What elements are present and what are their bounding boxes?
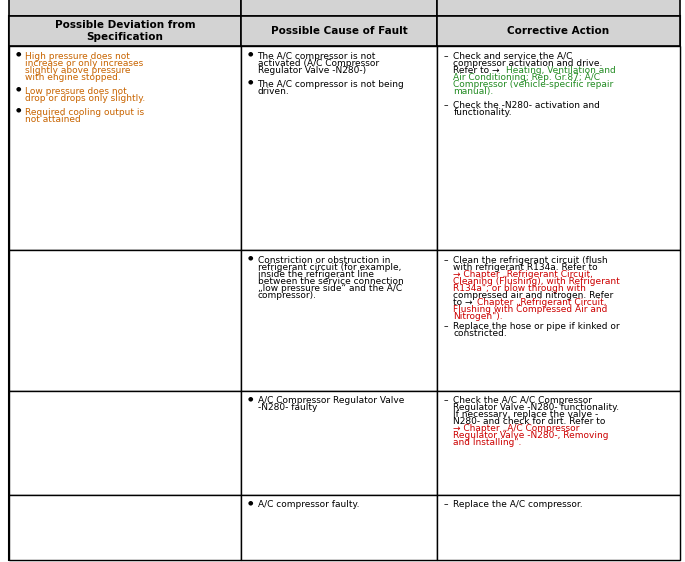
Text: Replace the A/C compressor.: Replace the A/C compressor.: [453, 500, 583, 509]
Text: Nitrogen").: Nitrogen").: [453, 312, 503, 321]
Text: → Chapter „Refrigerant Circuit,: → Chapter „Refrigerant Circuit,: [453, 270, 593, 279]
Text: Compressor (vehicle-specific repair: Compressor (vehicle-specific repair: [453, 80, 614, 89]
Text: manual).: manual).: [453, 87, 494, 96]
Text: –: –: [444, 52, 449, 61]
Text: slightly above pressure: slightly above pressure: [25, 66, 131, 75]
Bar: [437, 495, 680, 560]
Text: ●: ●: [248, 500, 253, 505]
Bar: [437, 391, 680, 495]
Text: Check the A/C A/C Compressor: Check the A/C A/C Compressor: [453, 396, 593, 405]
Text: increase or only increases: increase or only increases: [25, 59, 144, 68]
Bar: [241, 391, 437, 495]
Text: inside the refrigerant line: inside the refrigerant line: [258, 270, 373, 279]
Text: compressor).: compressor).: [258, 291, 316, 300]
Bar: [437, 16, 680, 46]
Text: Regulator Valve -N280-, Removing: Regulator Valve -N280-, Removing: [453, 432, 609, 441]
Text: Cleaning (Flushing), with Refrigerant: Cleaning (Flushing), with Refrigerant: [453, 277, 620, 286]
Bar: [241, 250, 437, 391]
Bar: [9, 250, 241, 391]
Text: Regulator Valve -N280-): Regulator Valve -N280-): [258, 66, 366, 75]
Text: activated (A/C Compressor: activated (A/C Compressor: [258, 59, 379, 68]
Text: Flushing with Compressed Air and: Flushing with Compressed Air and: [453, 305, 608, 314]
Text: between the service connection: between the service connection: [258, 277, 403, 286]
Bar: [241, 0, 437, 16]
Bar: [9, 391, 241, 495]
Text: –: –: [444, 323, 449, 332]
Text: „low pressure side“ and the A/C: „low pressure side“ and the A/C: [258, 284, 401, 293]
Text: ●: ●: [248, 396, 253, 401]
Text: ●: ●: [248, 52, 253, 57]
Text: Heating, Ventilation and: Heating, Ventilation and: [506, 66, 615, 75]
Text: –: –: [444, 500, 449, 509]
Text: with refrigerant R134a. Refer to: with refrigerant R134a. Refer to: [453, 262, 598, 272]
Text: drop or drops only slightly.: drop or drops only slightly.: [25, 94, 146, 103]
Bar: [9, 0, 241, 16]
Text: Check the -N280- activation and: Check the -N280- activation and: [453, 101, 600, 110]
Text: with engine stopped.: with engine stopped.: [25, 73, 121, 82]
Bar: [437, 0, 680, 16]
Text: ●: ●: [16, 52, 21, 57]
Text: Corrective Action: Corrective Action: [507, 26, 610, 36]
Text: and Installing".: and Installing".: [453, 438, 522, 447]
Text: to →: to →: [453, 298, 476, 307]
Text: compressed air and nitrogen. Refer: compressed air and nitrogen. Refer: [453, 291, 614, 300]
Text: The A/C compressor is not being: The A/C compressor is not being: [258, 80, 404, 89]
Bar: [9, 495, 241, 560]
Text: constricted.: constricted.: [453, 329, 507, 338]
Text: compressor activation and drive.: compressor activation and drive.: [453, 59, 603, 68]
Bar: [241, 46, 437, 250]
Text: –: –: [444, 101, 449, 110]
Text: Refer to →: Refer to →: [453, 66, 503, 75]
Text: The A/C compressor is not: The A/C compressor is not: [258, 52, 376, 61]
Bar: [9, 46, 241, 250]
Text: → Chapter „A/C Compressor: → Chapter „A/C Compressor: [453, 424, 580, 433]
Text: Air Conditioning; Rep. Gr.87; A/C: Air Conditioning; Rep. Gr.87; A/C: [453, 73, 601, 82]
Text: -N280- faulty: -N280- faulty: [258, 404, 317, 413]
Text: Possible Deviation from
Specification: Possible Deviation from Specification: [55, 20, 195, 42]
Text: Regulator Valve -N280- functionality.: Regulator Valve -N280- functionality.: [453, 404, 620, 413]
Text: –: –: [444, 256, 449, 265]
Text: not attained: not attained: [25, 115, 81, 124]
Text: ●: ●: [248, 80, 253, 85]
Text: A/C Compressor Regulator Valve: A/C Compressor Regulator Valve: [258, 396, 404, 405]
Text: A/C compressor faulty.: A/C compressor faulty.: [258, 500, 359, 509]
Text: N280- and check for dirt. Refer to: N280- and check for dirt. Refer to: [453, 417, 606, 427]
Bar: [437, 250, 680, 391]
Text: Clean the refrigerant circuit (flush: Clean the refrigerant circuit (flush: [453, 256, 608, 265]
Text: Check and service the A/C: Check and service the A/C: [453, 52, 573, 61]
Text: refrigerant circuit (for example,: refrigerant circuit (for example,: [258, 262, 401, 272]
Text: If necessary, replace the valve -: If necessary, replace the valve -: [453, 410, 599, 419]
Bar: [437, 46, 680, 250]
Text: R134a"; or blow through with: R134a"; or blow through with: [453, 284, 586, 293]
Text: driven.: driven.: [258, 87, 289, 96]
Text: ●: ●: [16, 108, 21, 113]
Bar: [241, 495, 437, 560]
Text: functionality.: functionality.: [453, 108, 512, 117]
Text: Replace the hose or pipe if kinked or: Replace the hose or pipe if kinked or: [453, 323, 620, 332]
Text: Required cooling output is: Required cooling output is: [25, 108, 145, 117]
Text: Chapter „Refrigerant Circuit,: Chapter „Refrigerant Circuit,: [477, 298, 606, 307]
Bar: [241, 16, 437, 46]
Bar: [9, 16, 241, 46]
Text: ●: ●: [248, 256, 253, 261]
Text: Low pressure does not: Low pressure does not: [25, 87, 127, 96]
Text: ●: ●: [16, 87, 21, 92]
Text: High pressure does not: High pressure does not: [25, 52, 130, 61]
Text: Constriction or obstruction in: Constriction or obstruction in: [258, 256, 390, 265]
Text: –: –: [444, 396, 449, 405]
Text: Possible Cause of Fault: Possible Cause of Fault: [271, 26, 408, 36]
